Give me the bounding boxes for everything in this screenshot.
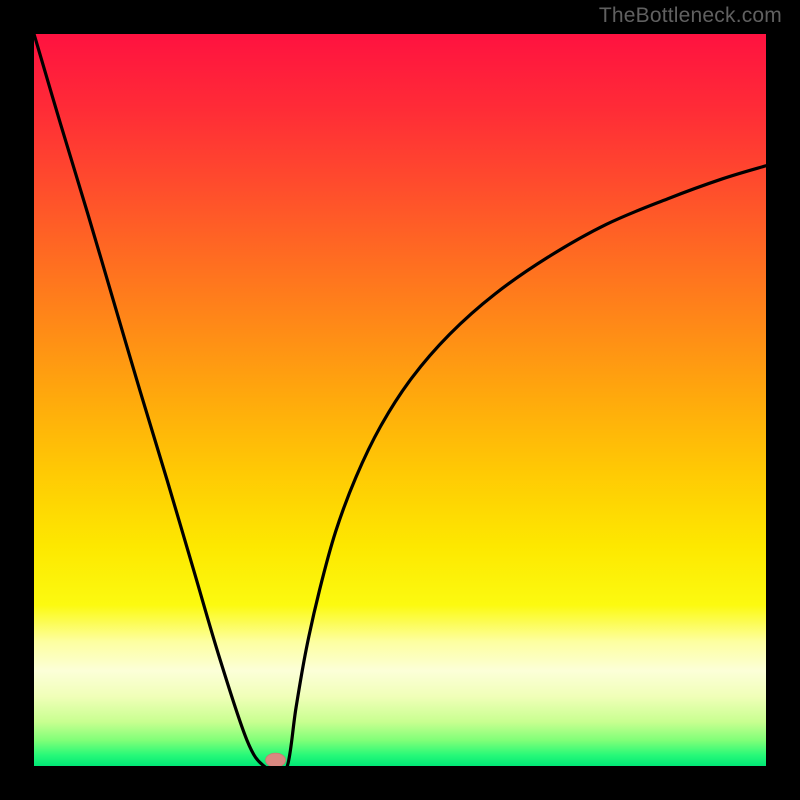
bottleneck-curve-chart <box>34 34 766 766</box>
minimum-marker <box>266 753 286 766</box>
watermark-text: TheBottleneck.com <box>599 4 782 28</box>
chart-plot-area <box>34 34 766 766</box>
